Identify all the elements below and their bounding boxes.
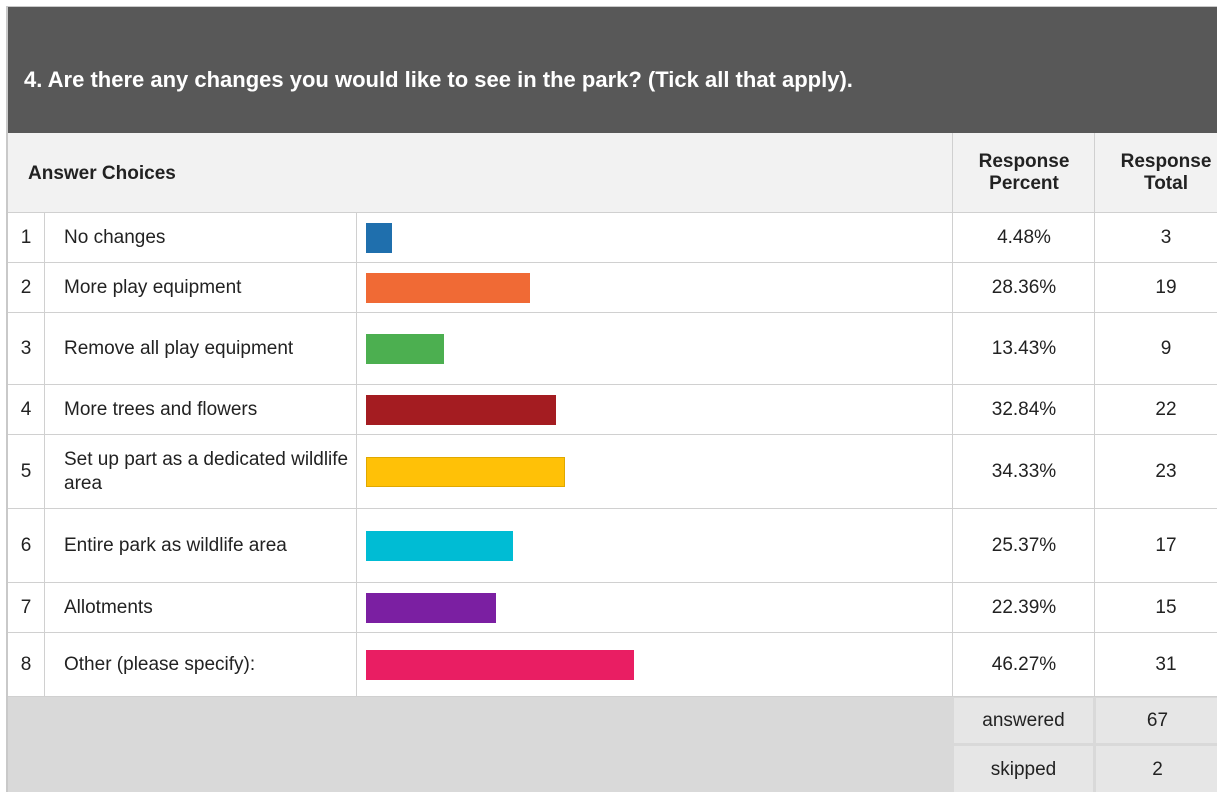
answer-label: Set up part as a dedicated wildlife area <box>64 448 349 494</box>
response-total: 3 <box>1160 226 1172 248</box>
table-row: 8 Other (please specify): 46.27% 31 <box>8 633 1217 697</box>
row-number: 5 <box>20 460 32 482</box>
column-header-total-line1: Response <box>1120 151 1212 172</box>
response-bar <box>366 457 565 487</box>
column-divider <box>952 385 953 434</box>
answer-label: Remove all play equipment <box>64 337 294 359</box>
column-divider <box>356 213 357 262</box>
skipped-label: skipped <box>954 746 1093 792</box>
response-percent: 32.84% <box>991 398 1057 420</box>
column-divider <box>356 633 357 696</box>
header-divider <box>952 133 953 213</box>
summary-footer: answered 67 skipped 2 <box>8 697 1217 792</box>
response-total: 23 <box>1155 460 1177 482</box>
column-header-percent-line2: Percent <box>989 173 1059 194</box>
column-divider <box>952 435 953 508</box>
column-divider <box>1094 263 1095 312</box>
response-percent: 25.37% <box>991 534 1057 556</box>
question-header: 4. Are there any changes you would like … <box>8 7 1217 133</box>
answer-label: More trees and flowers <box>64 398 258 420</box>
response-bar <box>366 593 496 623</box>
column-divider <box>44 509 45 582</box>
table-row: 1 No changes 4.48% 3 <box>8 213 1217 263</box>
response-percent: 13.43% <box>991 337 1057 359</box>
table-row: 3 Remove all play equipment 13.43% 9 <box>8 313 1217 385</box>
table-row: 7 Allotments 22.39% 15 <box>8 583 1217 633</box>
response-percent: 46.27% <box>991 653 1057 675</box>
response-bar <box>366 273 530 303</box>
column-divider <box>952 263 953 312</box>
column-divider <box>356 263 357 312</box>
column-divider <box>952 213 953 262</box>
column-header-answer-choices: Answer Choices <box>28 163 176 184</box>
answer-label: Other (please specify): <box>64 653 256 675</box>
column-divider <box>44 213 45 262</box>
response-bar <box>366 223 392 253</box>
response-bar <box>366 395 556 425</box>
column-divider <box>952 509 953 582</box>
response-percent: 28.36% <box>991 276 1057 298</box>
table-row: 2 More play equipment 28.36% 19 <box>8 263 1217 313</box>
answer-label: No changes <box>64 226 166 248</box>
column-header-percent-line1: Response <box>978 151 1070 172</box>
answered-value: 67 <box>1096 698 1217 743</box>
column-divider <box>356 435 357 508</box>
column-divider <box>1094 583 1095 632</box>
row-number: 2 <box>20 276 32 298</box>
column-divider <box>44 313 45 384</box>
row-number: 3 <box>20 337 32 359</box>
row-number: 7 <box>20 596 32 618</box>
response-bar <box>366 650 634 680</box>
survey-results-panel: 4. Are there any changes you would like … <box>6 6 1217 792</box>
answer-label: Entire park as wildlife area <box>64 534 287 556</box>
answer-label: Allotments <box>64 596 153 618</box>
question-title: 4. Are there any changes you would like … <box>24 67 853 92</box>
response-total: 19 <box>1155 276 1177 298</box>
response-total: 22 <box>1155 398 1177 420</box>
header-divider <box>1094 133 1095 213</box>
column-divider <box>952 633 953 696</box>
column-divider <box>356 385 357 434</box>
skipped-value: 2 <box>1096 746 1217 792</box>
column-divider <box>356 583 357 632</box>
column-divider <box>1094 435 1095 508</box>
answered-label: answered <box>954 698 1093 743</box>
response-percent: 22.39% <box>991 596 1057 618</box>
row-number: 1 <box>20 226 32 248</box>
column-divider <box>356 509 357 582</box>
column-divider <box>1094 509 1095 582</box>
column-divider <box>952 313 953 384</box>
response-percent: 34.33% <box>991 460 1057 482</box>
column-divider <box>44 583 45 632</box>
column-header-response-total: Response Total <box>1096 151 1217 195</box>
column-header-response-percent: Response Percent <box>954 151 1094 195</box>
column-divider <box>356 313 357 384</box>
response-total: 17 <box>1155 534 1177 556</box>
response-percent: 4.48% <box>997 226 1051 248</box>
column-divider <box>44 385 45 434</box>
table-header: Answer Choices Response Percent Response… <box>8 133 1217 213</box>
column-divider <box>44 263 45 312</box>
column-divider <box>1094 213 1095 262</box>
response-total: 15 <box>1155 596 1177 618</box>
response-bar <box>366 334 444 364</box>
table-row: 4 More trees and flowers 32.84% 22 <box>8 385 1217 435</box>
column-divider <box>1094 633 1095 696</box>
row-number: 6 <box>20 534 32 556</box>
column-header-total-line2: Total <box>1144 173 1188 194</box>
column-divider <box>44 435 45 508</box>
answer-label: More play equipment <box>64 276 242 298</box>
response-bar <box>366 531 513 561</box>
column-divider <box>44 633 45 696</box>
response-total: 9 <box>1160 337 1172 359</box>
column-divider <box>952 583 953 632</box>
response-total: 31 <box>1155 653 1177 675</box>
row-number: 4 <box>20 398 32 420</box>
column-divider <box>1094 385 1095 434</box>
row-number: 8 <box>20 653 32 675</box>
table-row: 5 Set up part as a dedicated wildlife are… <box>8 435 1217 509</box>
column-divider <box>1094 313 1095 384</box>
table-row: 6 Entire park as wildlife area 25.37% 17 <box>8 509 1217 583</box>
